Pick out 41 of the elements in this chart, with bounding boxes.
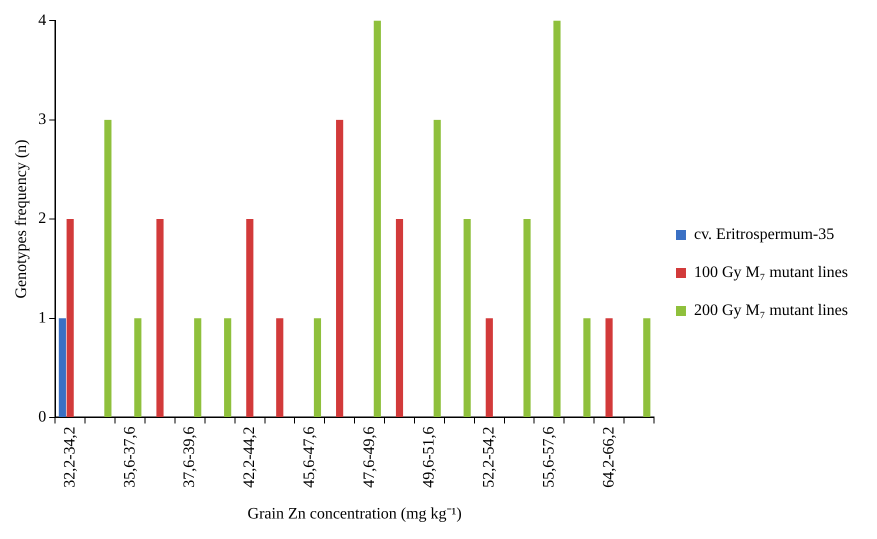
y-axis-title: Genotypes frequency (n): [12, 140, 30, 299]
bar: [336, 120, 344, 417]
bar: [66, 219, 74, 417]
bar: [156, 219, 164, 417]
x-tick-label: 45,6-47,6: [300, 426, 318, 488]
bar: [224, 318, 232, 417]
bar: [643, 318, 650, 417]
bar: [314, 318, 322, 417]
y-tick-label: 0: [38, 408, 46, 426]
bar: [246, 219, 254, 417]
bar: [486, 318, 493, 417]
x-tick-label: 64,2-66,2: [600, 426, 618, 488]
y-tick-label: 4: [38, 12, 46, 29]
x-tick-label: 35,6-37,6: [121, 426, 138, 488]
bar: [276, 318, 284, 417]
x-tick-label: 37,6-39,6: [181, 426, 198, 488]
bar: [605, 318, 613, 417]
bar: [396, 219, 404, 417]
legend-label: 100 Gy M₇ mutant lines: [694, 264, 848, 282]
bar: [583, 318, 590, 417]
bar: [523, 219, 531, 417]
bar: [194, 318, 202, 417]
y-tick-label: 2: [38, 210, 46, 228]
x-axis-title: Grain Zn concentration (mg kg⁻¹): [248, 506, 462, 523]
y-tick-label: 1: [38, 309, 46, 326]
legend-label: 200 Gy M₇ mutant lines: [694, 302, 848, 320]
x-tick-label: 47,6-49,6: [360, 426, 378, 488]
bar: [374, 20, 381, 417]
bar: [104, 120, 112, 417]
y-tick-label: 3: [38, 111, 46, 128]
x-tick-label: 52,2-54,2: [480, 426, 498, 488]
bar: [553, 20, 561, 417]
bar: [58, 318, 66, 417]
x-tick-label: 42,2-44,2: [241, 426, 258, 488]
bar: [434, 120, 441, 417]
bar: [134, 318, 142, 417]
bar: [464, 219, 471, 417]
x-tick-label: 49,6-51,6: [420, 426, 438, 488]
x-tick-label: 55,6-57,6: [540, 426, 558, 488]
legend-label: cv. Eritrospermum-35: [694, 226, 834, 244]
x-tick-label: 32,2-34,2: [61, 426, 78, 488]
